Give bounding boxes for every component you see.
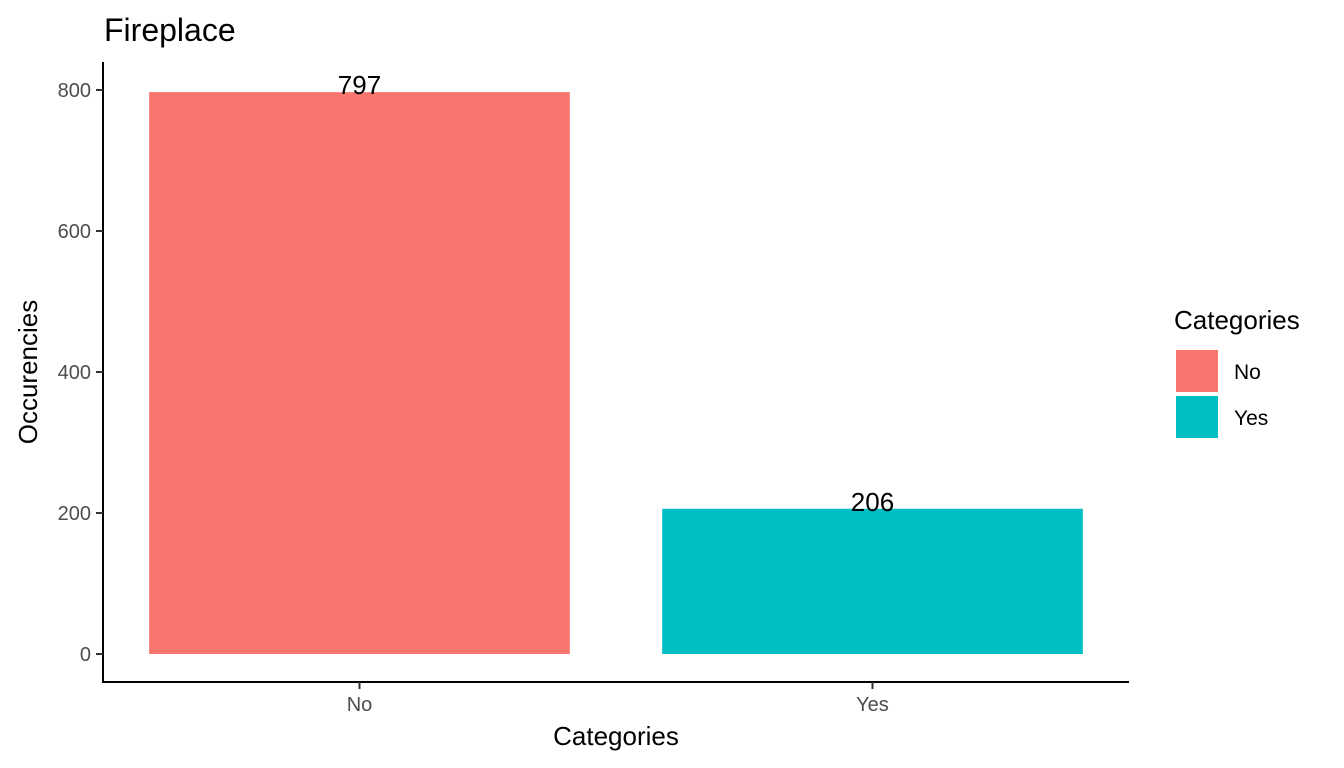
y-tick-label: 600 — [58, 221, 91, 243]
y-tick-label: 400 — [58, 362, 91, 384]
legend-title: Categories — [1174, 305, 1300, 335]
data-label-yes: 206 — [851, 487, 894, 517]
chart-title: Fireplace — [104, 12, 236, 48]
y-tick-label: 800 — [58, 80, 91, 102]
legend-swatch-no — [1176, 350, 1218, 392]
x-ticks: No Yes — [347, 682, 889, 716]
x-axis-title: Categories — [553, 721, 679, 751]
data-label-no: 797 — [338, 70, 381, 100]
y-ticks: 0 200 400 600 800 — [58, 80, 103, 666]
legend-label-yes: Yes — [1234, 407, 1268, 430]
x-tick-label-yes: Yes — [856, 694, 889, 716]
legend-swatch-yes — [1176, 396, 1218, 438]
y-tick-label: 0 — [80, 644, 91, 666]
legend-items: No Yes — [1176, 350, 1268, 438]
plot-area: 797 206 0 200 400 600 800 No Yes — [58, 62, 1129, 716]
bar-yes — [662, 508, 1083, 654]
data-labels: 797 206 — [338, 70, 894, 517]
y-axis-title: Occurencies — [13, 300, 43, 445]
legend-label-no: No — [1234, 361, 1261, 384]
bar-no — [149, 92, 570, 655]
y-tick-label: 200 — [58, 503, 91, 525]
x-tick-label-no: No — [347, 694, 373, 716]
bars — [149, 92, 1083, 655]
legend: Categories No Yes — [1174, 305, 1300, 438]
